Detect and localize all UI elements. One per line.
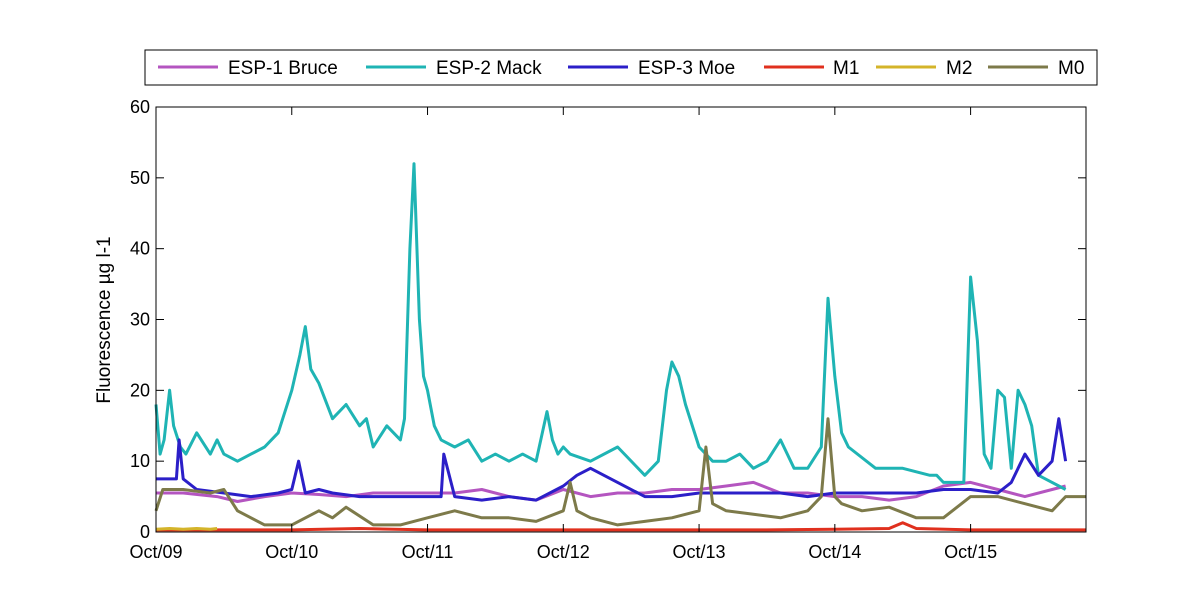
y-tick-label: 60	[130, 97, 150, 117]
y-axis-title: Fluorescence µg l-1	[94, 236, 115, 403]
series-line-esp-3-moe	[156, 417, 1068, 502]
series-line-m0	[154, 417, 1086, 527]
x-axis: Oct/09 Oct/10 Oct/11 Oct/12 Oct/13 Oct/14 Oct/…	[129, 107, 997, 562]
y-axis: 0 10 20 30 40 50 60	[130, 97, 1086, 542]
y-tick-label: 30	[130, 310, 150, 330]
x-tick-label: Oct/15	[944, 542, 997, 562]
y-tick-label: 20	[130, 380, 150, 400]
legend-label-esp2-mack: ESP-2 Mack	[436, 58, 542, 79]
legend-label-m2: M2	[946, 58, 972, 79]
series-line-m2	[155, 527, 218, 531]
x-tick-label: Oct/12	[537, 542, 590, 562]
x-tick-label: Oct/13	[673, 542, 726, 562]
x-tick-label: Oct/14	[808, 542, 861, 562]
plot-area	[156, 107, 1086, 532]
legend-label-esp1-bruce: ESP-1 Bruce	[228, 58, 338, 79]
y-tick-label: 10	[130, 451, 150, 471]
series-line-esp-2-mack	[154, 162, 1067, 491]
x-tick-label: Oct/10	[265, 542, 318, 562]
legend-label-m1: M1	[833, 58, 859, 79]
legend: ESP-1 Bruce ESP-2 Mack ESP-3 Moe M1 M2 M…	[144, 49, 1098, 86]
y-tick-label: 0	[140, 522, 150, 542]
x-tick-label: Oct/11	[402, 542, 454, 562]
legend-label-m0: M0	[1058, 58, 1084, 79]
y-tick-label: 50	[130, 168, 150, 188]
y-tick-label: 40	[130, 239, 150, 259]
x-tick-label: Oct/09	[129, 542, 182, 562]
legend-label-esp3-moe: ESP-3 Moe	[638, 58, 735, 79]
